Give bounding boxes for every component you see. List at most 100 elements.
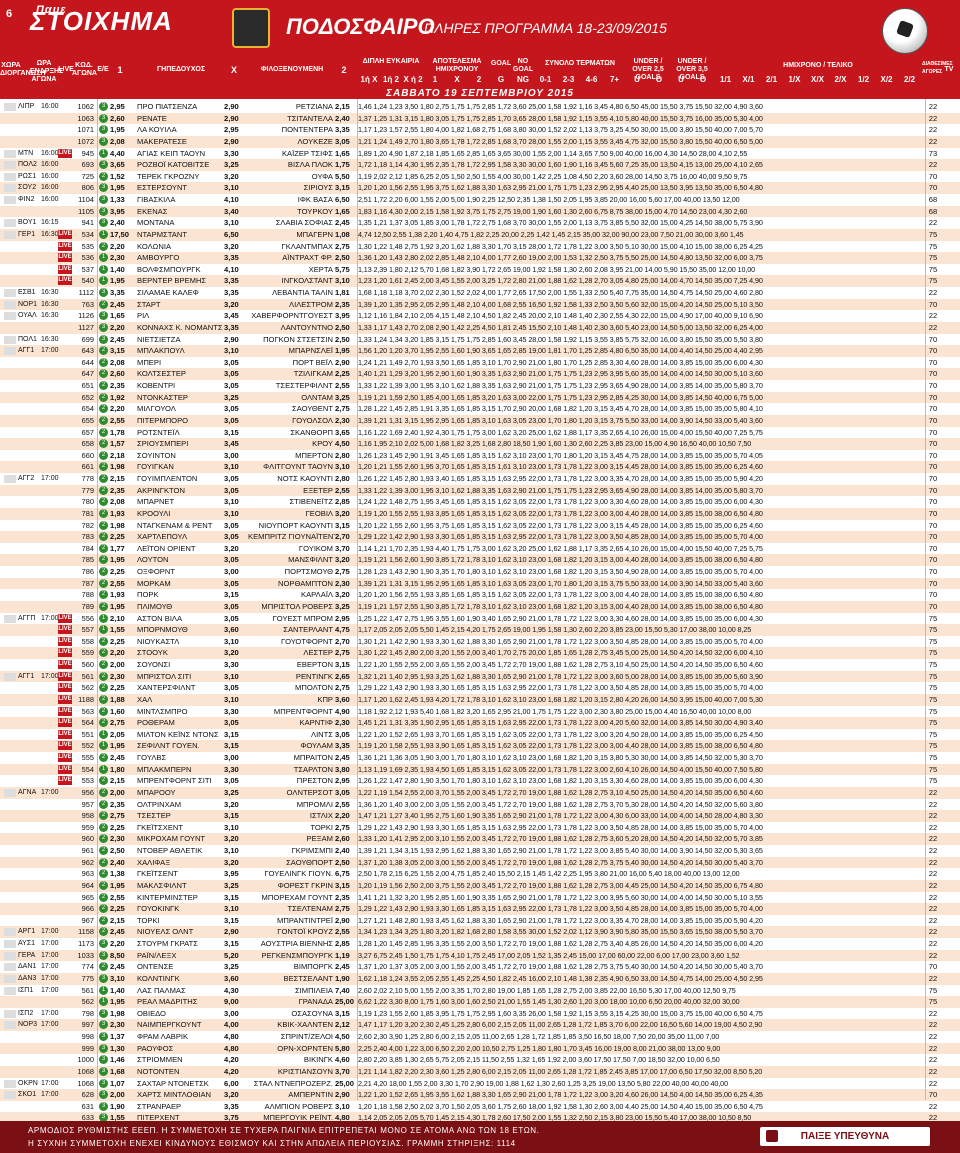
odds-away: 2,75: [335, 683, 350, 693]
away-team: ΜΠΕΡΓΟΥΙΚ ΡΕΪΝΤ.: [263, 1113, 333, 1123]
ee-badge: 3: [99, 136, 108, 146]
odds-draw: 3,10: [224, 508, 239, 518]
odds-away: 1,08: [335, 229, 350, 239]
match-code: 999: [81, 1043, 94, 1053]
col-double-chance: ΔΙΠΛΗ ΕΥΚΑΙΡΙΑ: [362, 58, 420, 65]
home-team: ΣΙΛΑΜΑΕ ΚΑΛΕΦ: [137, 288, 199, 297]
home-team: ΚΡΟΟΥΛΙ: [137, 508, 171, 518]
market-odds: 1,26 1,22 1,47 2,80 1,90 3,50 1,70 1,80 …: [358, 776, 763, 786]
live-badge: LIVE: [58, 648, 72, 658]
market-odds: 1,37 1,20 1,37 3,05 2,00 3,00 1,55 2,00 …: [358, 962, 763, 972]
home-team: ΓΙΒΑΣΚΙΛΑ: [137, 195, 176, 204]
market-odds: 1,37 1,20 1,38 3,05 2,00 3,00 1,55 2,00 …: [358, 857, 763, 867]
odds-away: 2,70: [335, 532, 350, 542]
odds-draw: 3,10: [224, 183, 239, 193]
odds-home: 2,35: [110, 799, 125, 809]
ee-badge: 1: [99, 764, 108, 774]
match-code: 534: [81, 229, 94, 239]
match-code: 998: [81, 1032, 94, 1041]
markets-count: 70: [928, 427, 938, 437]
market-odds: 1,28 1,23 1,43 2,90 1,90 3,35 1,70 1,80 …: [358, 567, 763, 576]
odds-draw: 3,05: [224, 555, 239, 565]
away-team: ΟΛΝΤΑΜ: [301, 392, 333, 402]
markets-count: 70: [928, 392, 938, 402]
away-team: ΣΤΙΒΕΝΕΪΤΖ: [289, 497, 333, 507]
home-team: ΝΙΟΥΕΛΣ ΟΛΝΤ: [137, 927, 194, 937]
away-team: ΑΟΥΣΤΡΙΑ ΒΙΕΝΝΗΣ: [260, 939, 333, 948]
col-nogoal: NO GOAL: [512, 58, 534, 73]
ee-badge: 3: [99, 288, 108, 297]
odds-home: 1,07: [110, 1078, 125, 1088]
markets-count: 22: [928, 1032, 938, 1041]
market-odds: 1,34 1,23 1,34 3,25 1,80 3,20 1,82 1,68 …: [358, 927, 763, 937]
odds-draw: 2,90: [224, 113, 239, 123]
htft-sub-2: X/1: [742, 75, 755, 84]
match-code: 561: [81, 671, 94, 681]
match-row: LIVE 555 2 2,45 ΓΟΥΛΒΣ 3,00 ΜΠΡΑΙΤΟΝ 2,45 1,36 1…: [0, 752, 960, 764]
country-flag-icon: [4, 475, 16, 483]
odds-home: 2,20: [110, 939, 125, 948]
odds-away: 2,75: [335, 241, 350, 251]
odds-draw: 3,05: [224, 718, 239, 728]
col-one: 1: [117, 65, 123, 75]
responsible-gaming-icon: [766, 1130, 778, 1142]
odds-draw: 4,30: [224, 985, 239, 995]
market-odds: 1,20 1,22 1,55 2,60 1,95 3,75 1,65 1,85 …: [358, 520, 763, 530]
ee-badge: 3: [99, 1055, 108, 1065]
home-team: ΚΙΝΤΕΡΜΙΝΣΤΕΡ: [137, 892, 198, 902]
away-team: ΝΟΤΣ ΚΑΟΥΝΤΙ: [277, 474, 333, 483]
home-team: ΜΠΑΡΝΕΤ: [137, 497, 175, 507]
markets-count: 22: [928, 125, 938, 135]
odds-home: 2,15: [110, 776, 125, 786]
match-code: 789: [81, 601, 94, 611]
odds-home: 2,25: [110, 822, 125, 832]
match-code: 782: [81, 520, 94, 530]
odds-home: 3,35: [110, 288, 125, 297]
match-row: 784 2 1,77 ΛΕΪΤΟΝ ΟΡΙΕΝΤ 3,20 ΓΟΥΙΚΟΜ 3,70 1,14…: [0, 542, 960, 555]
market-odds: 1,26 1,22 1,45 2,80 1,93 3,40 1,65 1,85 …: [358, 474, 763, 483]
market-odds: 1,47 1,17 1,20 3,20 2,30 2,45 1,25 2,80 …: [358, 1020, 763, 1030]
market-odds: 1,39 1,21 1,34 3,15 1,93 2,95 1,62 1,88 …: [358, 846, 763, 855]
odds-away: 2,40: [335, 846, 350, 855]
home-team: ΜΠΛΑΚΜΠΕΡΝ: [137, 764, 192, 774]
live-badge: LIVE: [58, 776, 72, 786]
match-row: LIVE 537 1 1,40 ΒΟΛΦΣΜΠΟΥΡΓΚ 4,10 ΧΕΡΤΑ 5,75 1,…: [0, 263, 960, 276]
ee-badge: 2: [99, 450, 108, 460]
odds-away: 3,20: [335, 590, 350, 600]
kickoff-time: 17:00: [41, 928, 59, 936]
match-code: 1068: [77, 1078, 94, 1088]
match-row: 957 2 2,35 ΟΛΤΡΙΝΧΑΜ 3,20 ΜΠΡΟΜΛΙ 2,55 1,36 1,2…: [0, 798, 960, 811]
market-odds: 1,32 1,21 1,40 2,95 1,93 3,25 1,62 1,88 …: [358, 671, 763, 681]
odds-draw: 3,05: [224, 578, 239, 588]
match-code: 557: [81, 625, 94, 635]
ee-badge: 2: [99, 869, 108, 879]
odds-home: 2,40: [110, 857, 125, 867]
ee-badge: 1: [99, 729, 108, 739]
ee-badge: 3: [99, 218, 108, 228]
away-team: ΜΠΕΡΤΟΝ: [295, 450, 333, 460]
odds-home: 1,30: [110, 1043, 125, 1053]
tg-sub-1: 0-1: [539, 75, 552, 84]
page-footer: ΑΡΜΟΔΙΟΣ ΡΥΘΜΙΣΤΗΣ ΕΕΕΠ. Η ΣΥΜΜΕΤΟΧΗ ΣΕ …: [0, 1121, 960, 1153]
league-code: ΑΓΓ1: [18, 347, 35, 355]
home-team: ΑΣΤΟΝ ΒΙΛΑ: [137, 613, 183, 623]
markets-count: 70: [928, 171, 938, 181]
markets-count: 75: [928, 613, 938, 623]
match-code: 774: [81, 962, 94, 972]
odds-home: 2,20: [110, 322, 125, 332]
match-row: LIVE 554 1 1,80 ΜΠΛΑΚΜΠΕΡΝ 3,30 ΤΣΑΡΛΤΟΝ 3,80 1,…: [0, 763, 960, 776]
ee-badge: 2: [99, 811, 108, 821]
odds-home: 2,00: [110, 1090, 125, 1100]
kickoff-time: 17:00: [41, 940, 59, 947]
live-badge: LIVE: [58, 683, 72, 693]
market-odds: 1,25 1,22 1,47 2,75 1,95 3,55 1,60 1,90 …: [358, 613, 763, 623]
kickoff-time: 16:30: [41, 335, 59, 343]
kickoff-time: 17:00: [41, 475, 59, 482]
markets-count: 70: [928, 590, 938, 600]
odds-home: 3,10: [110, 973, 125, 983]
markets-count: 22: [928, 892, 938, 902]
ee-badge: 3: [99, 113, 108, 123]
away-team: ΠΡΕΣΤΟΝ: [296, 776, 333, 786]
home-team: ΡΟΘΕΡΑΜ: [137, 718, 175, 728]
odds-draw: 4,00: [224, 1020, 239, 1030]
